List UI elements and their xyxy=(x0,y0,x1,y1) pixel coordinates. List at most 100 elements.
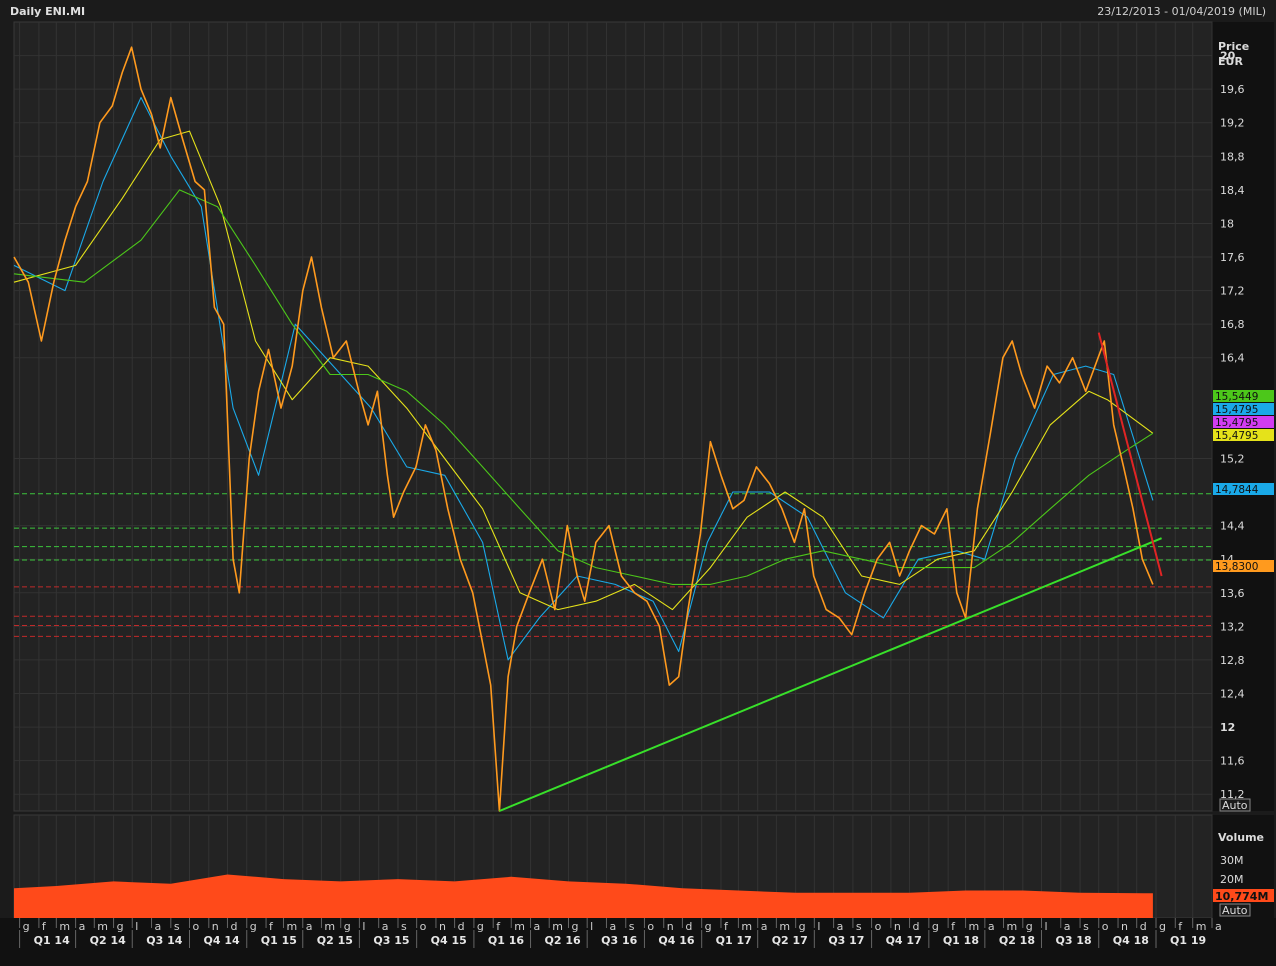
price-badge-2 xyxy=(1213,416,1274,428)
trendline-1 xyxy=(1097,332,1163,577)
price-tick-label: 18 xyxy=(1220,217,1234,230)
quarter-label: Q1 15 xyxy=(261,934,297,947)
month-label: m xyxy=(514,920,525,933)
month-label: a xyxy=(1064,920,1071,933)
month-label: m xyxy=(779,920,790,933)
month-label: a xyxy=(988,920,995,933)
month-label: d xyxy=(458,920,465,933)
trendline-0 xyxy=(499,537,1162,812)
trendlines xyxy=(499,332,1163,812)
month-label: g xyxy=(23,920,30,933)
month-label: a xyxy=(761,920,768,933)
price-badge-5 xyxy=(1213,560,1274,572)
price-badge-label-5: 13,8300 xyxy=(1215,561,1258,573)
quarter-label: Q4 16 xyxy=(658,934,694,947)
volume-axis-title: Volume xyxy=(1218,831,1264,844)
price-series xyxy=(13,46,1154,812)
month-label: o xyxy=(420,920,427,933)
price-tick-label: 13,6 xyxy=(1220,587,1245,600)
month-label: m xyxy=(324,920,335,933)
price-tick-label: 12,4 xyxy=(1220,687,1245,700)
month-label: m xyxy=(741,920,752,933)
series-line-0 xyxy=(13,46,1154,812)
month-label: l xyxy=(817,920,820,933)
grid xyxy=(14,22,1213,918)
quarter-label: Q3 15 xyxy=(373,934,409,947)
quarter-label: Q4 14 xyxy=(203,934,239,947)
quarter-label: Q1 18 xyxy=(943,934,979,947)
month-label: l xyxy=(135,920,138,933)
month-label: o xyxy=(647,920,654,933)
volume-tick-20m: 20M xyxy=(1220,873,1244,886)
month-label: f xyxy=(1178,920,1183,933)
price-panel xyxy=(13,21,1213,812)
volume-auto-button[interactable] xyxy=(1219,903,1251,917)
price-badges: 15,544915,479515,479515,479514,784413,83… xyxy=(1213,390,1274,573)
volume-area xyxy=(14,874,1153,918)
month-label: s xyxy=(856,920,862,933)
price-auto-label: Auto xyxy=(1222,799,1248,812)
price-tick-label: 17,6 xyxy=(1220,251,1245,264)
month-label: a xyxy=(155,920,162,933)
price-tick-label: 20 xyxy=(1220,50,1236,63)
price-tick-label: 11,6 xyxy=(1220,755,1245,768)
month-label: f xyxy=(269,920,274,933)
month-label: g xyxy=(250,920,257,933)
quarter-label: Q3 17 xyxy=(828,934,864,947)
month-label: s xyxy=(1083,920,1089,933)
month-label: g xyxy=(705,920,712,933)
month-label: d xyxy=(230,920,237,933)
price-badge-label-4: 14,7844 xyxy=(1215,484,1259,496)
quarter-label: Q2 15 xyxy=(317,934,353,947)
volume-bars xyxy=(14,874,1153,918)
price-badge-4 xyxy=(1213,483,1274,495)
month-label: a xyxy=(306,920,313,933)
quarter-label: Q4 15 xyxy=(431,934,467,947)
month-label: n xyxy=(439,920,446,933)
price-tick-label: 16,8 xyxy=(1220,318,1245,331)
month-label: n xyxy=(894,920,901,933)
quarter-label: Q3 18 xyxy=(1055,934,1091,947)
month-label: m xyxy=(1196,920,1207,933)
month-label: s xyxy=(174,920,180,933)
date-range: 23/12/2013 - 01/04/2019 (MIL) xyxy=(1097,5,1266,18)
price-badge-label-0: 15,5449 xyxy=(1215,391,1258,403)
month-label: n xyxy=(667,920,674,933)
month-label: a xyxy=(79,920,86,933)
quarter-label: Q2 14 xyxy=(90,934,126,947)
month-label: a xyxy=(534,920,541,933)
price-tick-label: 18,8 xyxy=(1220,150,1245,163)
series-line-1 xyxy=(13,96,1154,661)
price-tick-label: 11,2 xyxy=(1220,788,1245,801)
month-label: f xyxy=(42,920,47,933)
month-label: g xyxy=(572,920,579,933)
price-tick-label: 14,4 xyxy=(1220,520,1245,533)
series-line-2 xyxy=(13,130,1154,611)
month-label: d xyxy=(1140,920,1147,933)
price-tick-label: 12 xyxy=(1220,721,1235,734)
month-label: d xyxy=(913,920,920,933)
month-label: f xyxy=(951,920,956,933)
volume-last-badge xyxy=(1213,889,1274,902)
month-label: g xyxy=(932,920,939,933)
month-label: l xyxy=(1044,920,1047,933)
volume-last-value: 10,774M xyxy=(1215,890,1268,903)
price-badge-label-3: 15,4795 xyxy=(1215,430,1258,442)
price-tick-label: 18,4 xyxy=(1220,184,1245,197)
price-axis-title: Price xyxy=(1218,40,1249,53)
month-label: l xyxy=(590,920,593,933)
price-tick-label: 12,8 xyxy=(1220,654,1245,667)
month-label: s xyxy=(629,920,635,933)
price-auto-button[interactable] xyxy=(1219,798,1251,812)
price-tick-label: 16,4 xyxy=(1220,352,1245,365)
quarter-label: Q2 16 xyxy=(545,934,581,947)
month-label: a xyxy=(1215,920,1222,933)
month-label: s xyxy=(401,920,407,933)
price-badge-3 xyxy=(1213,429,1274,441)
quarter-label: Q3 14 xyxy=(146,934,182,947)
price-tick-label: 13,2 xyxy=(1220,620,1245,633)
price-badge-label-1: 15,4795 xyxy=(1215,404,1258,416)
time-axis-panel xyxy=(0,918,1276,966)
